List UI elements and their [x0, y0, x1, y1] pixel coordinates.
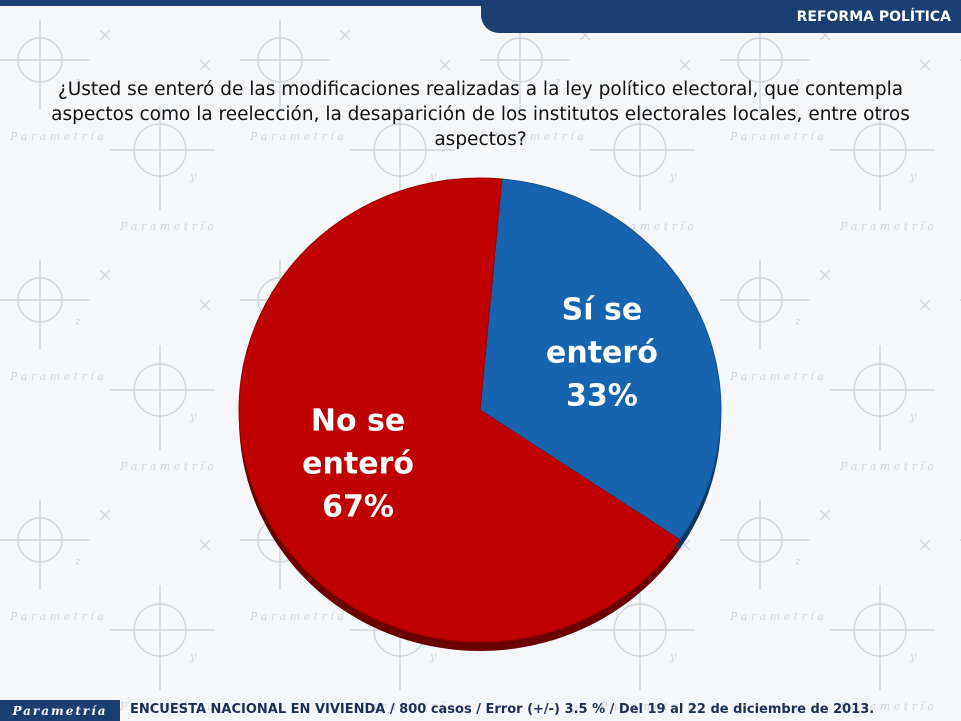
- pie-label-line-1-0: No se: [311, 404, 405, 439]
- pie-slice-1: [238, 177, 681, 643]
- survey-footnote: ENCUESTA NACIONAL EN VIVIENDA / 800 caso…: [130, 702, 875, 717]
- pie-chart: Sí se enteró 33% No se enteró 67%: [238, 177, 722, 651]
- section-tab: REFORMA POLÍTICA: [481, 0, 961, 33]
- pie-label-line-0-1: enteró: [546, 335, 658, 370]
- pie-label-1: No se enteró 67%: [302, 404, 414, 525]
- pie-label-line-0-0: Sí se: [562, 292, 643, 327]
- pie-label-line-1-1: enteró: [302, 447, 414, 482]
- pie-slice-0: [479, 178, 722, 541]
- parametria-logo: Parametría: [0, 700, 120, 721]
- survey-question: ¿Usted se enteró de las modificaciones r…: [51, 79, 910, 150]
- section-title: REFORMA POLÍTICA: [796, 8, 951, 25]
- pie-label-line-0-2: 33%: [566, 378, 638, 413]
- pie-label-0: Sí se enteró 33%: [546, 292, 658, 413]
- top-accent-bar: [0, 0, 961, 6]
- pie-label-line-1-2: 67%: [322, 490, 394, 525]
